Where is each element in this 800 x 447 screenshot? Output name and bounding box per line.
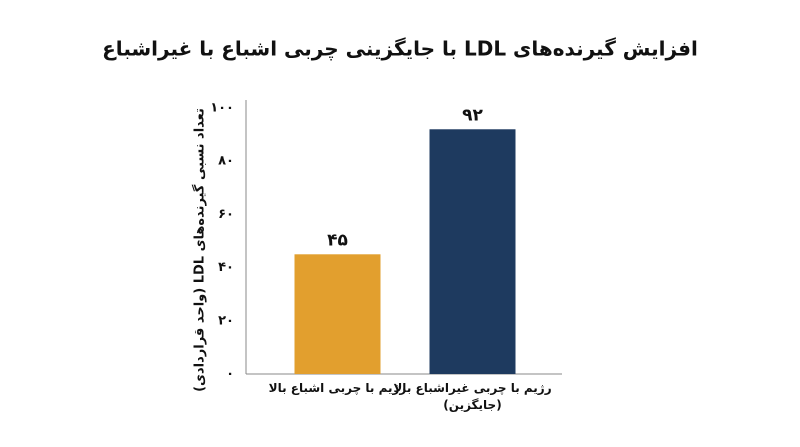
bar bbox=[294, 254, 381, 374]
value-label: ۴۵ bbox=[327, 230, 348, 250]
y-tick-label: ۸۰ bbox=[218, 154, 234, 169]
y-tick-label: ۰ bbox=[226, 367, 234, 382]
y-tick-label: ۶۰ bbox=[218, 207, 234, 222]
bar bbox=[429, 129, 516, 374]
x-tick-label: رژیم با چربی اشباع بالا bbox=[268, 381, 407, 395]
y-tick-label: ۲۰ bbox=[218, 313, 234, 328]
chart-title: افزایش گیرنده‌های LDL با جایگزینی چربی ا… bbox=[102, 37, 698, 62]
value-label: ۹۲ bbox=[462, 105, 483, 125]
x-tick-label-box: رژیم با چربی غیراشباع بالا (جایگزین) bbox=[393, 381, 552, 413]
x-tick-label-box: رژیم با چربی اشباع بالا bbox=[268, 381, 407, 395]
y-tick-label: ۴۰ bbox=[218, 260, 234, 275]
y-axis-label: تعداد نسبی گیرنده‌های LDL (واحد قراردادی… bbox=[192, 108, 208, 392]
y-tick-label: ۱۰۰ bbox=[210, 101, 234, 116]
x-tick-label: رژیم با چربی غیراشباع بالا (جایگزین) bbox=[393, 381, 552, 413]
